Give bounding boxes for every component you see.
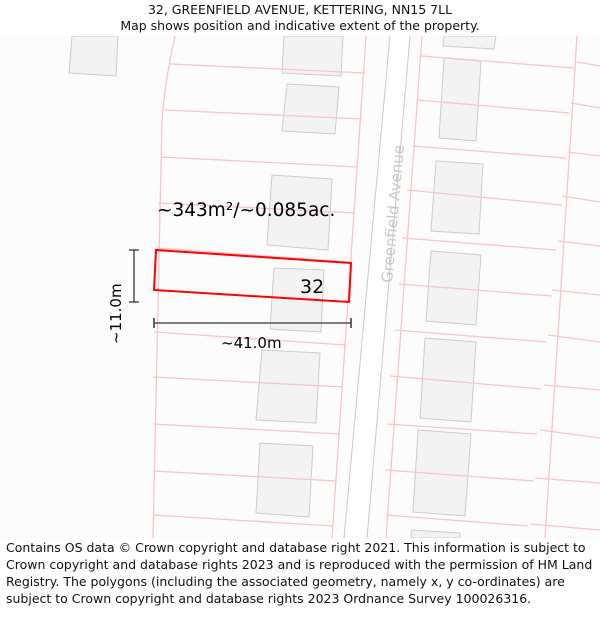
- map-canvas: [68, 36, 600, 538]
- house-number-label: 32: [300, 276, 325, 298]
- area-label: ~343m²/~0.085ac.: [157, 200, 336, 221]
- property-map[interactable]: ~343m²/~0.085ac. 32 ~41.0m ~11.0m Greenf…: [0, 36, 600, 538]
- attribution-text: Contains OS data © Crown copyright and d…: [6, 540, 593, 606]
- property-outline: [152, 248, 353, 304]
- property-address-title: 32, GREENFIELD AVENUE, KETTERING, NN15 7…: [147, 2, 453, 17]
- map-subtitle: Map shows position and indicative extent…: [120, 18, 480, 33]
- height-label: ~11.0m: [107, 283, 125, 344]
- width-label: ~41.0m: [221, 334, 282, 352]
- map-header: 32, GREENFIELD AVENUE, KETTERING, NN15 7…: [0, 0, 600, 38]
- height-measure: [129, 249, 139, 303]
- road-greenfield-avenue: [343, 36, 411, 538]
- width-measure: [153, 318, 352, 328]
- parcel-boundaries: [152, 36, 600, 538]
